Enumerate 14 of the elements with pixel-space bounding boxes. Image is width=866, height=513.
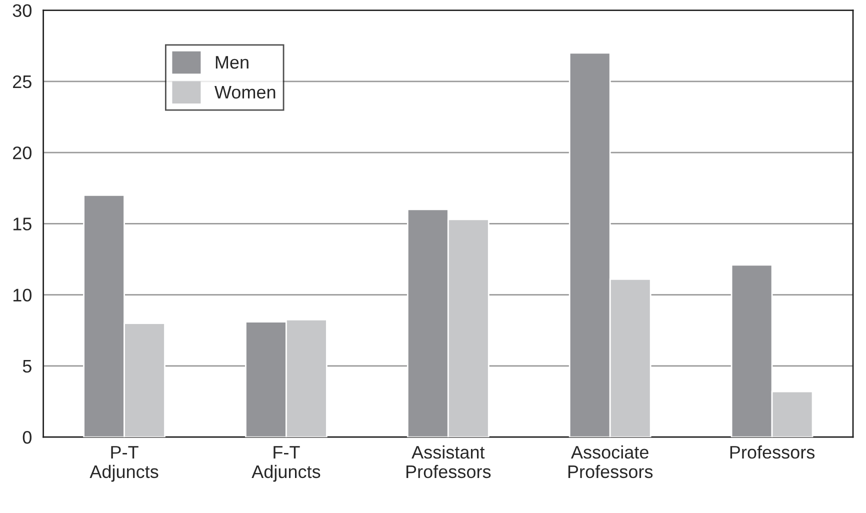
x-tick-label: Associate Professors — [568, 445, 653, 478]
y-tick-label: 5 — [22, 360, 32, 373]
legend-label: Men — [216, 56, 248, 69]
x-tick-label: F-T Adjuncts — [252, 446, 320, 482]
x-tick-label: P-T Adjuncts — [90, 446, 158, 482]
y-tick-label: 30 — [12, 4, 32, 17]
y-tick-label: 25 — [13, 75, 32, 88]
x-tick-label: Assistant Professors — [406, 445, 491, 478]
y-tick-label: 0 — [22, 431, 32, 444]
x-tick-label: Professors — [730, 445, 815, 459]
legend-label: Women — [214, 86, 276, 99]
y-tick-label: 15 — [13, 218, 32, 230]
y-tick-label: 10 — [13, 288, 32, 302]
y-tick-label: 20 — [13, 146, 32, 160]
